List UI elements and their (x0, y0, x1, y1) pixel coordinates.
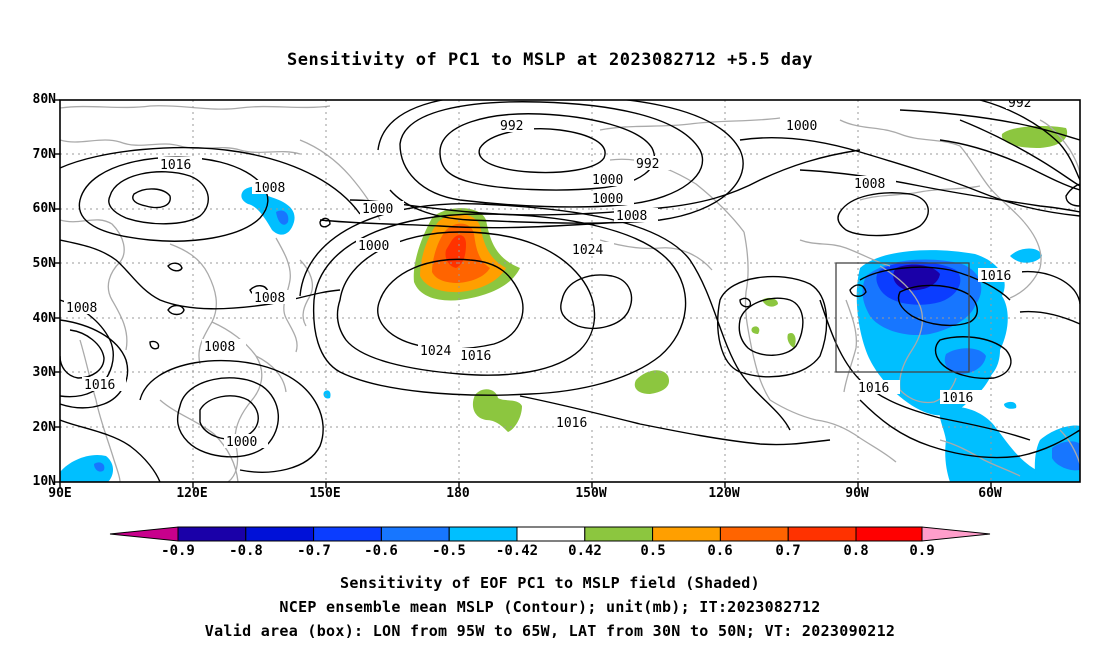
lon-label-120w: 120W (708, 486, 740, 501)
contour-label: 1000 (592, 173, 623, 188)
lon-label-150e: 150E (309, 486, 341, 501)
contour-label: 1008 (204, 340, 235, 355)
positive-patch-plains-2 (787, 332, 796, 348)
lon-label-60w: 60W (978, 486, 1002, 501)
colorbar-swatch (652, 526, 721, 542)
colorbar-under-triangle (109, 526, 179, 542)
colorbar-over-triangle (921, 526, 991, 542)
contour-label: 1016 (84, 378, 115, 393)
colorbar-label: 0.8 (843, 543, 869, 559)
contour-label: 1000 (786, 119, 817, 134)
colorbar-label: 0.5 (640, 543, 666, 559)
contour-label: 1008 (854, 177, 885, 192)
colorbar-label: -0.6 (364, 543, 398, 559)
axis-ticks (54, 99, 992, 488)
caption-line-3: Valid area (box): LON from 95W to 65W, L… (204, 622, 896, 640)
positive-patch-subtropics-1 (472, 389, 522, 432)
colorbar-label: -0.7 (297, 543, 331, 559)
colorbar-swatch (584, 526, 654, 542)
contour-label: 992 (1008, 96, 1031, 111)
contour-label: 1000 (226, 435, 257, 450)
lat-label-80n: 80N (32, 92, 56, 107)
colorbar-label: -0.9 (161, 543, 195, 559)
map-title: Sensitivity of PC1 to MSLP at 2023082712… (286, 50, 813, 70)
colorbar-label: -0.8 (229, 543, 263, 559)
contour-label: 1016 (858, 381, 889, 396)
positive-patch-plains-3 (751, 326, 760, 334)
negative-region-caribbean (939, 406, 1050, 482)
lat-label-30n: 30N (32, 365, 56, 380)
lat-label-70n: 70N (32, 147, 56, 162)
lon-label-180: 180 (446, 486, 470, 501)
caption-line-2: NCEP ensemble mean MSLP (Contour); unit(… (279, 598, 821, 616)
contour-label: 1000 (362, 202, 393, 217)
colorbar-label: 0.7 (775, 543, 801, 559)
coastlines (60, 105, 1080, 482)
negative-region-atlantic-3 (1004, 401, 1017, 409)
contour-label: 1016 (556, 416, 587, 431)
colorbar-label: 0.6 (707, 543, 733, 559)
colorbar-swatch (787, 526, 857, 542)
negative-region-atlantic-1-mid (944, 348, 986, 374)
shaded-sensitivity (60, 126, 1080, 482)
contour-label: 1008 (254, 291, 285, 306)
contour-label: 1000 (358, 239, 389, 254)
negative-patch-arabian (60, 454, 113, 482)
lat-label-60n: 60N (32, 201, 56, 216)
lon-label-90w: 90W (845, 486, 869, 501)
lon-label-120e: 120E (176, 486, 208, 501)
contour-labels: 992 992 992 1000 1000 1000 1000 1000 100… (64, 96, 1042, 450)
contour-label: 1024 (420, 344, 451, 359)
contour-label: 1008 (66, 301, 97, 316)
lat-label-40n: 40N (32, 311, 56, 326)
negative-patch-japan-mid (276, 210, 289, 225)
map-frame (59, 99, 1081, 483)
contour-label: 1000 (592, 192, 623, 207)
negative-patch-small (323, 390, 331, 399)
lon-label-90e: 90E (48, 486, 72, 501)
colorbar-label: -0.5 (432, 543, 466, 559)
colorbar-swatch (516, 526, 586, 542)
colorbar-swatch (855, 526, 923, 542)
contour-label: 1016 (460, 349, 491, 364)
colorbar-swatch (177, 526, 247, 542)
colorbar-swatch (719, 526, 789, 542)
colorbar-label: 0.42 (568, 543, 602, 559)
contour-label: 1008 (616, 209, 647, 224)
contour-label: 1016 (942, 391, 973, 406)
colorbar (109, 526, 991, 542)
colorbar-swatch (313, 526, 382, 542)
negative-region-atlantic-2 (1010, 248, 1042, 263)
caption-line-1: Sensitivity of EOF PC1 to MSLP field (Sh… (340, 574, 760, 592)
lat-label-50n: 50N (32, 256, 56, 271)
colorbar-swatch (448, 526, 518, 542)
colorbar-label: -0.42 (495, 543, 539, 559)
colorbar-swatch (380, 526, 450, 542)
valid-area-box (835, 262, 970, 373)
negative-patch-arabian-mid (94, 462, 105, 472)
contour-label: 1016 (160, 158, 191, 173)
colorbar-label: 0.9 (909, 543, 935, 559)
contour-label: 1024 (572, 243, 603, 258)
pacific-high-1024 (377, 258, 524, 350)
contour-label: 1016 (980, 269, 1011, 284)
positive-patch-subtropics-2 (634, 370, 670, 394)
contour-label: 992 (636, 157, 659, 172)
colorbar-swatch (245, 526, 315, 542)
contour-label: 1008 (254, 181, 285, 196)
lon-label-150w: 150W (575, 486, 607, 501)
lat-label-10n: 10N (32, 474, 56, 489)
lat-label-20n: 20N (32, 420, 56, 435)
contour-label: 992 (500, 119, 523, 134)
